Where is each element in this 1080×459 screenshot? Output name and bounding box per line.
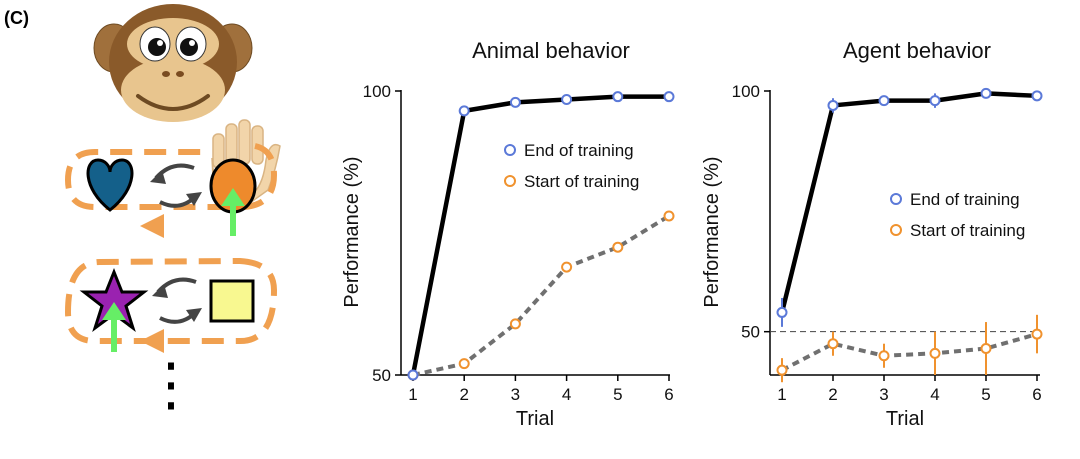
chart-title: Animal behavior (472, 38, 630, 63)
data-point-end-training (878, 95, 890, 107)
swap-arrowhead-bottom-icon-2 (186, 308, 202, 322)
data-point-end-training (561, 94, 573, 106)
row1-arrowhead-icon (140, 214, 164, 238)
data-point-start-training (458, 358, 470, 370)
x-axis-label: Trial (886, 408, 924, 430)
x-tick-label: 4 (562, 385, 571, 404)
data-point-end-training (1031, 90, 1043, 102)
y-axis-label: Performance (%) (341, 156, 363, 307)
tick-group: 1 2 3 4 5 6 50 100 (363, 82, 674, 404)
x-tick-label: 2 (828, 385, 837, 404)
square-shape-icon (209, 279, 255, 323)
swap-arrowhead-bottom-icon (186, 192, 202, 206)
legend-label-end-training: End of training (910, 190, 1020, 209)
x-axis-label: Trial (516, 408, 554, 430)
series-line-start-training (412, 214, 671, 377)
swap-arrowhead-top-icon-2 (152, 284, 168, 298)
monkey-illustration (93, 4, 253, 122)
legend-label-end-training: End of training (524, 141, 634, 160)
monkey-eye-shine-left (157, 40, 163, 46)
data-point-end-training (407, 369, 419, 381)
x-tick-label: 1 (777, 385, 786, 404)
data-point-start-training (612, 241, 624, 253)
data-point-end-training (458, 105, 470, 117)
x-tick-label: 3 (511, 385, 520, 404)
x-tick-label: 4 (930, 385, 939, 404)
monkey-nostril-left (162, 71, 170, 77)
continuation-dots: ⋮ (142, 350, 200, 418)
series-group (407, 91, 675, 381)
data-point-end-training (929, 95, 941, 107)
monkey-muzzle (121, 58, 225, 122)
chart-title: Agent behavior (843, 38, 991, 63)
data-point-end-training (612, 91, 624, 103)
data-point-end-training (776, 306, 788, 318)
x-tick-label: 1 (408, 385, 417, 404)
x-tick-label: 3 (879, 385, 888, 404)
y-tick-label: 100 (363, 82, 391, 101)
choice-row-1 (64, 143, 278, 238)
legend-label-start-training: Start of training (910, 221, 1025, 240)
data-point-start-training (1031, 328, 1043, 340)
data-point-start-training (929, 347, 941, 359)
monkey-nostril-right (176, 71, 184, 77)
data-point-start-training (827, 338, 839, 350)
y-axis-label: Performance (%) (701, 156, 723, 307)
heart-icon (86, 158, 134, 212)
agent-behavior-chart: Agent behavior Trial Performance (%) 1 2 3… (701, 38, 1043, 430)
row2-arrowhead-icon (140, 329, 164, 353)
data-point-end-training (663, 91, 675, 103)
series-group (776, 87, 1043, 383)
x-tick-label: 6 (1032, 385, 1041, 404)
data-point-start-training (980, 343, 992, 355)
data-point-end-training (827, 99, 839, 111)
data-point-start-training (776, 364, 788, 376)
data-point-end-training (980, 87, 992, 99)
choice-row-2 (64, 257, 278, 353)
data-point-start-training (663, 210, 675, 222)
legend-marker-start-training (504, 175, 516, 187)
green-arrowhead-icon (221, 188, 245, 206)
x-tick-label: 2 (459, 385, 468, 404)
tick-group: 1 2 3 4 5 6 50 100 (732, 82, 1042, 404)
x-tick-label: 6 (664, 385, 673, 404)
y-tick-label: 50 (372, 366, 391, 385)
legend-label-start-training: Start of training (524, 172, 639, 191)
legend-marker-end-training (504, 144, 516, 156)
monkey-smile (136, 94, 210, 111)
series-line-start-training (781, 332, 1038, 372)
panel-label: (C) (4, 8, 29, 28)
y-tick-label: 100 (732, 82, 760, 101)
data-point-start-training (878, 350, 890, 362)
series-line-end-training (410, 94, 669, 376)
monkey-pupil-left (148, 38, 166, 56)
green-arrowhead-icon-2 (102, 302, 126, 320)
legend-marker-start-training (890, 224, 902, 236)
swap-arrowhead-top-icon (150, 170, 166, 184)
data-point-start-training (561, 261, 573, 273)
legend: End of training Start of training (504, 141, 639, 191)
row2-dashed-loop (64, 257, 278, 344)
legend-marker-end-training (890, 193, 902, 205)
series-line-end-training (779, 91, 1038, 313)
monkey-eye-shine-right (189, 40, 195, 46)
x-tick-label: 5 (613, 385, 622, 404)
x-tick-label: 5 (981, 385, 990, 404)
hand-icon (211, 119, 281, 211)
monkey-pupil-right (180, 38, 198, 56)
data-point-start-training (509, 318, 521, 330)
animal-behavior-chart: Animal behavior Trial Performance (%) 1 2… (341, 38, 675, 430)
y-tick-label: 50 (741, 323, 760, 342)
legend: End of training Start of training (890, 190, 1025, 240)
data-point-end-training (509, 96, 521, 108)
